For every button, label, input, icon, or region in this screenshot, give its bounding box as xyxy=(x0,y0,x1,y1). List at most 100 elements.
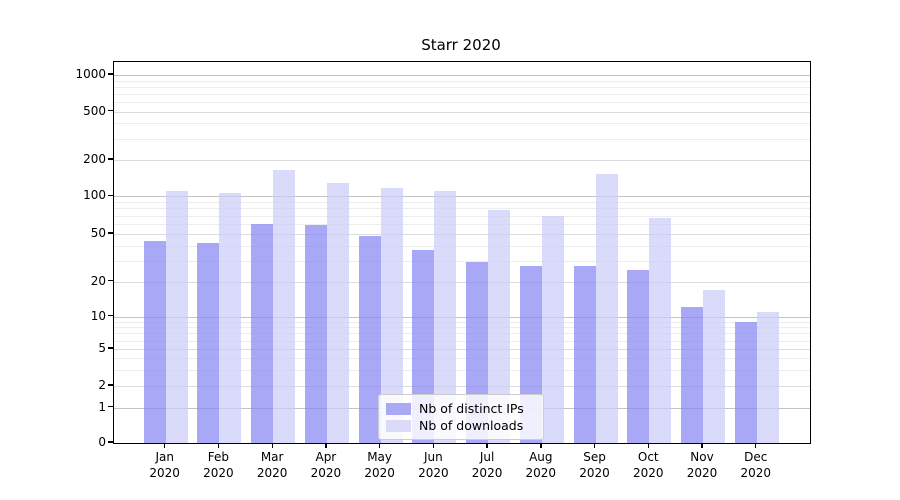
gridline-minor xyxy=(114,138,810,140)
y-tick-mark xyxy=(108,110,113,112)
x-tick-label: Mar 2020 xyxy=(240,450,304,481)
x-tick-mark xyxy=(540,443,542,449)
x-tick-mark xyxy=(432,443,435,449)
bar-downloads xyxy=(326,182,349,443)
x-tick-year: 2020 xyxy=(632,465,664,480)
x-tick-month: Jan xyxy=(155,450,174,464)
bar-distinct-ips xyxy=(143,240,166,443)
gridline-minor xyxy=(114,245,810,247)
x-tick-year: 2020 xyxy=(310,465,342,480)
x-tick-mark xyxy=(271,443,273,449)
x-tick-label: Sep 2020 xyxy=(563,450,627,481)
y-tick-label: 200 xyxy=(83,152,106,166)
gridline-minor xyxy=(114,102,810,104)
x-tick-mark xyxy=(647,443,649,449)
x-tick-month: May xyxy=(367,450,393,464)
y-tick-mark xyxy=(108,347,113,349)
gridline-minor xyxy=(114,369,810,371)
x-tick-mark xyxy=(486,443,488,449)
gridline-minor xyxy=(114,215,810,217)
x-tick-label: Jan 2020 xyxy=(133,450,197,481)
x-tick-mark xyxy=(755,443,757,449)
x-tick-label: Jul 2020 xyxy=(455,450,519,481)
bar-distinct-ips xyxy=(251,224,274,443)
y-tick-label: 50 xyxy=(90,226,106,240)
bar-downloads xyxy=(165,191,188,443)
y-tick-mark xyxy=(108,158,113,160)
x-tick-month: Jun xyxy=(423,450,443,464)
x-tick-label: Dec 2020 xyxy=(724,450,788,481)
gridline-minor xyxy=(114,208,810,210)
bar-downloads xyxy=(595,173,618,443)
x-tick-month: Dec xyxy=(744,450,768,464)
chart-title: Starr 2020 xyxy=(421,36,501,54)
bar-downloads xyxy=(649,218,672,443)
gridline-minor xyxy=(114,340,810,342)
x-tick-label: Feb 2020 xyxy=(186,450,250,481)
x-tick-mark xyxy=(701,443,703,449)
bar-downloads xyxy=(703,289,725,443)
bar-distinct-ips xyxy=(304,224,327,443)
gridline xyxy=(114,111,810,113)
x-tick-label: Apr 2020 xyxy=(294,450,358,481)
x-tick-year: 2020 xyxy=(579,465,610,480)
bar-distinct-ips xyxy=(573,266,596,443)
y-tick-label: 500 xyxy=(83,103,106,118)
x-tick-year: 2020 xyxy=(256,465,288,480)
y-tick-label: 20 xyxy=(90,273,106,288)
gridline-minor xyxy=(114,333,810,335)
gridline xyxy=(114,386,810,387)
y-tick-label: 100 xyxy=(83,188,106,203)
y-tick-mark xyxy=(108,315,113,317)
bar-downloads xyxy=(219,193,242,443)
x-tick-mark xyxy=(164,443,166,449)
gridline-minor xyxy=(114,224,810,226)
y-tick-label: 5 xyxy=(98,341,106,355)
x-tick-month: Nov xyxy=(690,450,714,464)
x-tick-label: Oct 2020 xyxy=(616,450,680,481)
y-tick-mark xyxy=(108,406,113,408)
gridline-minor xyxy=(114,358,810,359)
x-tick-year: 2020 xyxy=(471,465,503,480)
plot-area: Nb of distinct IPs Nb of downloads xyxy=(113,61,811,444)
x-tick-year: 2020 xyxy=(525,465,557,480)
bar-downloads xyxy=(434,190,457,443)
bar-downloads xyxy=(756,311,779,443)
gridline-minor xyxy=(114,260,810,262)
legend: Nb of distinct IPs Nb of downloads xyxy=(378,394,544,440)
gridline-major xyxy=(114,316,810,318)
gridline-minor xyxy=(114,327,810,329)
gridline-minor xyxy=(114,93,810,95)
x-tick-year: 2020 xyxy=(149,465,180,480)
bar-distinct-ips xyxy=(358,236,381,443)
y-tick-mark xyxy=(108,280,113,282)
x-tick-month: Jul xyxy=(479,450,495,464)
x-tick-month: Sep xyxy=(583,450,606,464)
gridlines-layer xyxy=(114,62,810,443)
y-tick-mark xyxy=(108,441,113,443)
x-tick-month: Aug xyxy=(529,450,553,464)
x-tick-label: Aug 2020 xyxy=(509,450,573,481)
bar-downloads xyxy=(380,188,403,443)
bars-layer xyxy=(114,62,810,443)
legend-swatch-downloads xyxy=(386,419,411,432)
gridline-minor xyxy=(114,123,810,125)
bar-distinct-ips xyxy=(681,307,703,443)
gridline-major xyxy=(114,75,810,76)
x-tick-mark xyxy=(217,443,220,449)
y-tick-mark xyxy=(108,232,113,234)
x-tick-year: 2020 xyxy=(418,465,449,480)
x-tick-label: Nov 2020 xyxy=(670,450,734,481)
legend-item-downloads: Nb of downloads xyxy=(386,417,536,434)
gridline xyxy=(114,160,810,161)
bar-downloads xyxy=(273,170,296,443)
bar-distinct-ips xyxy=(734,321,757,443)
gridline-minor xyxy=(114,80,810,82)
bar-distinct-ips xyxy=(627,270,650,443)
bar-distinct-ips xyxy=(197,243,220,443)
gridline-minor xyxy=(114,202,810,204)
bar-downloads xyxy=(488,209,511,443)
x-tick-label: Jun 2020 xyxy=(401,450,465,481)
y-tick-mark xyxy=(108,194,113,196)
gridline xyxy=(114,281,810,283)
